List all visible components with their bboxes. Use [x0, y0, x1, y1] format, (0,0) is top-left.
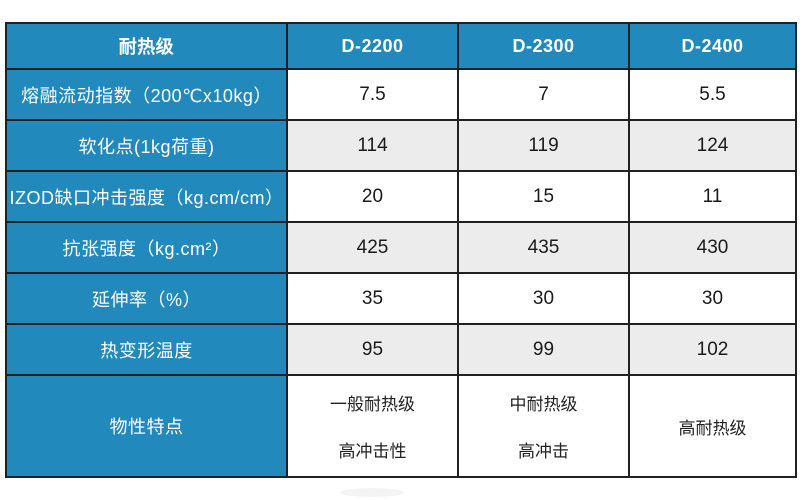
row-label: 熔融流动指数（200℃x10kg）: [5, 68, 288, 121]
header-cell-property: 耐热级: [5, 22, 288, 70]
table-row-softening-point: 软化点(1kg荷重) 114 119 124: [5, 119, 797, 172]
row-label: 热变形温度: [5, 323, 288, 376]
data-cell: 425: [286, 221, 459, 274]
data-cell: 20: [286, 170, 459, 223]
data-cell: 30: [628, 272, 797, 325]
feature-cell-d2400: 高耐热级: [628, 374, 797, 478]
data-cell: 430: [628, 221, 797, 274]
watermark-smudge: [340, 488, 404, 497]
table-row-features: 物性特点 一般耐热级 高冲击性 中耐热级 高冲击 高耐热级: [5, 374, 797, 478]
data-cell: 119: [457, 119, 630, 172]
row-label: 软化点(1kg荷重): [5, 119, 288, 172]
data-cell: 11: [628, 170, 797, 223]
table-row-izod-impact: IZOD缺口冲击强度（kg.cm/cm） 20 15 11: [5, 170, 797, 223]
row-label-features: 物性特点: [5, 374, 288, 478]
table-row-elongation: 延伸率（%） 35 30 30: [5, 272, 797, 325]
header-cell-d2400: D-2400: [628, 22, 797, 70]
data-cell: 99: [457, 323, 630, 376]
table-row-heat-deflection: 热变形温度 95 99 102: [5, 323, 797, 376]
data-cell: 15: [457, 170, 630, 223]
row-label: IZOD缺口冲击强度（kg.cm/cm）: [5, 170, 288, 223]
feature-line: 高耐热级: [678, 418, 747, 438]
data-cell: 5.5: [628, 68, 797, 121]
data-cell: 435: [457, 221, 630, 274]
table-row-melt-flow-index: 熔融流动指数（200℃x10kg） 7.5 7 5.5: [5, 68, 797, 121]
data-cell: 30: [457, 272, 630, 325]
data-cell: 95: [286, 323, 459, 376]
header-cell-d2300: D-2300: [457, 22, 630, 70]
data-cell: 7: [457, 68, 630, 121]
data-cell: 114: [286, 119, 459, 172]
feature-line: 高冲击性: [338, 442, 407, 461]
data-cell: 124: [628, 119, 797, 172]
table-row-tensile-strength: 抗张强度（kg.cm²） 425 435 430: [5, 221, 797, 274]
feature-line: 高冲击: [518, 442, 569, 461]
row-label: 抗张强度（kg.cm²）: [5, 221, 288, 274]
spec-table: 耐热级 D-2200 D-2300 D-2400 熔融流动指数（200℃x10k…: [5, 22, 797, 478]
data-cell: 35: [286, 272, 459, 325]
header-cell-d2200: D-2200: [286, 22, 459, 70]
header-row: 耐热级 D-2200 D-2300 D-2400: [5, 22, 797, 70]
feature-line: 中耐热级: [509, 395, 578, 414]
data-cell: 7.5: [286, 68, 459, 121]
feature-cell-d2300: 中耐热级 高冲击: [457, 374, 630, 478]
data-cell: 102: [628, 323, 797, 376]
feature-cell-d2200: 一般耐热级 高冲击性: [286, 374, 459, 478]
feature-line: 一般耐热级: [330, 395, 415, 414]
row-label: 延伸率（%）: [5, 272, 288, 325]
